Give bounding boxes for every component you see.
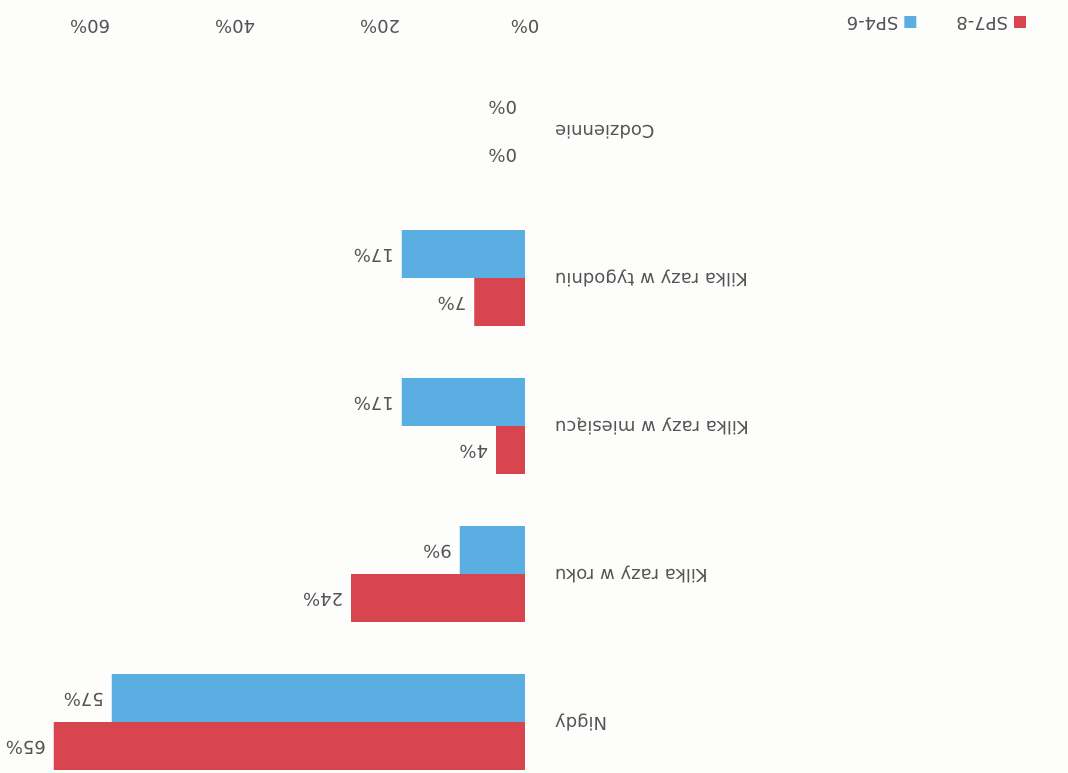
x-tick-label: 20% [360, 15, 400, 36]
value-label: 24% [303, 588, 343, 609]
legend-swatch [904, 16, 917, 28]
category-label: Kilka razy w roku [555, 564, 708, 585]
value-label: 0% [488, 96, 517, 117]
category-label: Kilka razy w miesiącu [555, 416, 749, 437]
value-label: 4% [459, 440, 488, 461]
value-label: 17% [354, 392, 394, 413]
value-label: 57% [64, 688, 104, 709]
value-label: 9% [423, 540, 452, 561]
bar [474, 278, 525, 326]
legend-label: SP7-8 [956, 12, 1008, 33]
bar [459, 526, 525, 574]
value-label: 65% [6, 736, 46, 757]
value-label: 0% [488, 144, 517, 165]
value-label: 7% [438, 292, 467, 313]
legend-swatch [1014, 16, 1026, 28]
category-label: Kilka razy w tygodniu [555, 268, 748, 289]
bar [401, 230, 525, 278]
legend-label: SP4-6 [847, 12, 899, 33]
value-label: 17% [354, 244, 394, 265]
bar [496, 426, 525, 474]
bar [53, 722, 525, 770]
bar [111, 674, 525, 722]
plot: 0% 20% 40% 60% Nigdy 65% 57% Kilka razy w roku 2… [6, 12, 1026, 770]
x-tick-label: 60% [70, 15, 110, 36]
x-tick-label: 0% [511, 15, 540, 36]
category-label: Codziennie [555, 120, 654, 141]
bar [401, 378, 525, 426]
category-label: Nigdy [555, 712, 607, 733]
x-tick-label: 40% [215, 15, 255, 36]
bar [351, 574, 525, 622]
